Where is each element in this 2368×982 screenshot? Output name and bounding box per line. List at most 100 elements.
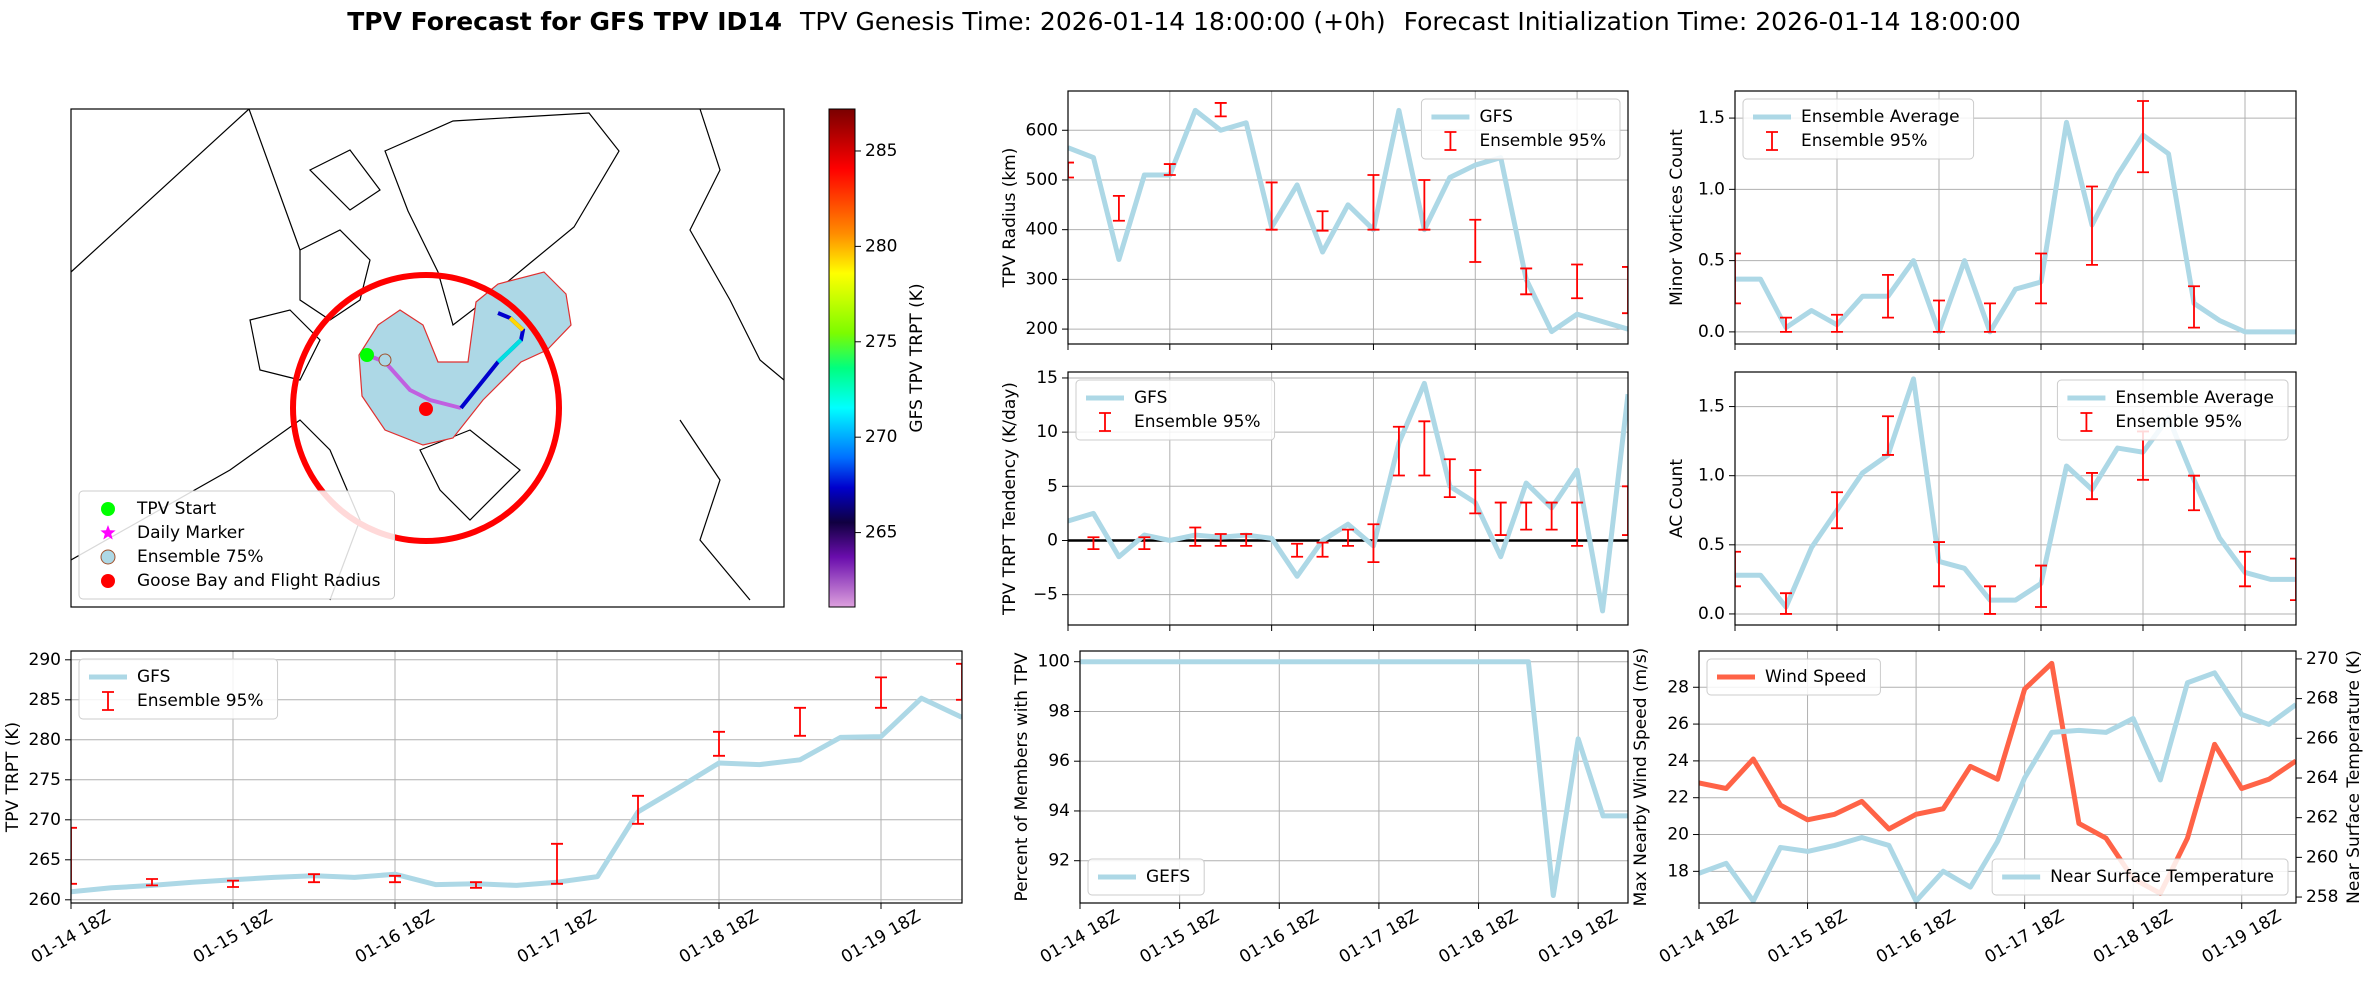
legend: Ensemble Average Ensemble 95% — [2056, 379, 2289, 441]
legend-label: Ensemble 95% — [2115, 412, 2242, 432]
y-tick-label: 98 — [1048, 701, 1070, 721]
init-time: Forecast Initialization Time: 2026-01-14… — [1404, 7, 2021, 36]
y-tick-label: 1.0 — [1698, 466, 1725, 486]
plot-frame — [1079, 650, 1629, 904]
legend-label: Wind Speed — [1765, 667, 1866, 687]
y-tick-label: 26 — [1667, 714, 1689, 734]
line — [1735, 376, 2296, 610]
y-tick-label: 266 — [2306, 728, 2338, 748]
y-tick-label: 15 — [1036, 368, 1058, 388]
y-tick-label: 0.0 — [1698, 322, 1725, 342]
legend: GFS Ensemble 95% — [78, 658, 279, 720]
x-tick-label: 01-19 18Z — [838, 906, 924, 967]
error-bar — [551, 842, 563, 885]
legend-label: GEFS — [1146, 867, 1190, 887]
y-tick-label: 600 — [1026, 120, 1058, 140]
y-tick-label: 258 — [2306, 887, 2338, 907]
error-bar — [1163, 163, 1176, 176]
error-bar — [1068, 161, 1074, 179]
y-tick-label: 260 — [29, 890, 61, 910]
y-tick-label: 285 — [29, 690, 61, 710]
error-bar — [389, 874, 401, 884]
coastline — [679, 109, 784, 601]
error-bar — [1571, 263, 1584, 300]
tick-label: 285 — [865, 141, 897, 161]
legend-box — [78, 658, 279, 720]
y-tick-label: −5 — [1033, 585, 1058, 605]
legend-label: GFS — [1479, 107, 1512, 127]
y-tick-label: 1.5 — [1698, 397, 1725, 417]
y-tick-label: 200 — [1026, 319, 1058, 339]
y-tick-label: 18 — [1667, 861, 1689, 881]
legend-label: Daily Marker — [137, 523, 244, 543]
legend-label: GFS — [137, 667, 170, 687]
line — [1699, 660, 2296, 896]
error-bar — [2035, 252, 2047, 305]
legend-label: Ensemble 95% — [1134, 412, 1261, 432]
y-axis-label: TPV Radius (km) — [1000, 148, 1020, 289]
legend-swatch — [101, 502, 115, 516]
y-tick-label: 5 — [1047, 476, 1058, 496]
y-axis-label: Minor Vortices Count — [1667, 129, 1687, 306]
series-group — [1068, 380, 1628, 614]
plot-frame — [1067, 371, 1629, 626]
y-tick-label: 290 — [29, 650, 61, 670]
error-bar — [632, 794, 644, 825]
error-bar — [1780, 592, 1792, 615]
y-tick-label: 10 — [1036, 422, 1058, 442]
series-group — [1068, 102, 1628, 335]
error-bar — [1933, 299, 1945, 333]
coastline — [71, 109, 521, 601]
plot-frame — [1698, 650, 2297, 904]
error-bar — [2188, 285, 2200, 329]
error-bar — [1265, 181, 1278, 231]
error-bar — [2086, 185, 2098, 266]
legend-label: Ensemble Average — [1801, 107, 1960, 127]
error-bar — [956, 662, 962, 701]
legend: TPV Start Daily Marker Ensemble 75% Goose B… — [78, 490, 395, 600]
error-bar — [1622, 266, 1628, 315]
error-bar — [2137, 100, 2149, 174]
legend-swatch — [100, 525, 116, 540]
error-bar — [470, 881, 482, 889]
y-tick-label: 1.0 — [1698, 179, 1725, 199]
error-bar — [227, 879, 239, 888]
legend-box — [1087, 858, 1205, 896]
title: TPV Forecast for GFS TPV ID14 — [347, 7, 782, 36]
y-axis-label: Percent of Members with TPV — [1012, 652, 1032, 901]
x-tick-label: 01-16 18Z — [1873, 906, 1959, 967]
legend: Ensemble Average Ensemble 95% — [1742, 98, 1975, 160]
error-bar — [1780, 316, 1792, 333]
error-bar — [1189, 526, 1202, 547]
x-tick-label: 01-15 18Z — [190, 906, 276, 967]
tick-label: 265 — [865, 523, 897, 543]
legend: GEFS — [1087, 858, 1205, 896]
line — [71, 695, 962, 895]
flight-radius — [290, 272, 562, 544]
error-bar — [1316, 210, 1329, 232]
series-group — [1080, 659, 1628, 899]
line — [1080, 659, 1628, 899]
legend-label: Ensemble 95% — [1479, 131, 1606, 151]
error-bar — [2188, 474, 2200, 512]
plot-frame — [1734, 90, 2297, 345]
error-bar — [71, 826, 77, 885]
error-bar — [1831, 491, 1843, 530]
y-tick-label: 0.5 — [1698, 535, 1725, 555]
x-tick-label: 01-14 18Z — [1037, 906, 1123, 967]
error-bar — [1291, 542, 1304, 558]
legend-box — [1742, 98, 1975, 160]
plot-frame — [1734, 371, 2297, 626]
tick-label: 270 — [865, 427, 897, 447]
series-group — [1699, 660, 2296, 903]
x-tick-label: 01-17 18Z — [514, 906, 600, 967]
y-tick-label: 20 — [1667, 825, 1689, 845]
line — [1699, 670, 2296, 903]
legend-box — [1706, 658, 1881, 696]
legend-box — [1075, 379, 1276, 441]
x-tick-label: 01-16 18Z — [352, 906, 438, 967]
legend-label: TPV Start — [136, 499, 217, 519]
error-bar — [1316, 541, 1329, 558]
x-tick-label: 01-16 18Z — [1236, 906, 1322, 967]
